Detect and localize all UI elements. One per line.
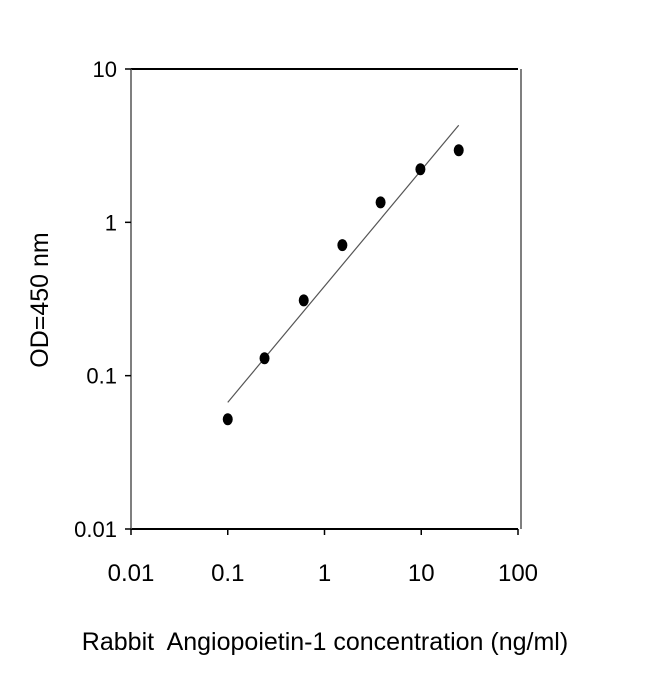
data-point: [222, 413, 233, 426]
y-tick-label: 0.01: [74, 517, 117, 542]
y-tick-label: 10: [93, 57, 117, 82]
x-tick-label: 0.1: [211, 560, 244, 587]
data-point: [298, 294, 309, 307]
plot-frame: [130, 68, 522, 530]
data-points: [222, 144, 464, 426]
data-point: [337, 239, 348, 252]
x-tick-label: 100: [498, 560, 538, 587]
x-tick-label: 0.01: [108, 560, 155, 587]
y-tick-label: 0.1: [86, 364, 117, 389]
x-axis-ticks: 0.01 0.1 1 10 100: [108, 529, 538, 587]
x-axis-label: Rabbit Angiopoietin-1 concentration (ng/…: [81, 628, 569, 656]
data-point: [453, 144, 464, 157]
x-tick-label: 1: [318, 560, 331, 587]
y-axis-ticks: 10 1 0.1 0.01: [74, 57, 131, 542]
data-point: [375, 196, 386, 209]
data-point: [415, 163, 426, 176]
data-point: [259, 352, 270, 365]
y-tick-label: 1: [105, 210, 117, 235]
y-axis-label: OD=450 nm: [26, 232, 54, 368]
x-tick-label: 10: [408, 560, 435, 587]
